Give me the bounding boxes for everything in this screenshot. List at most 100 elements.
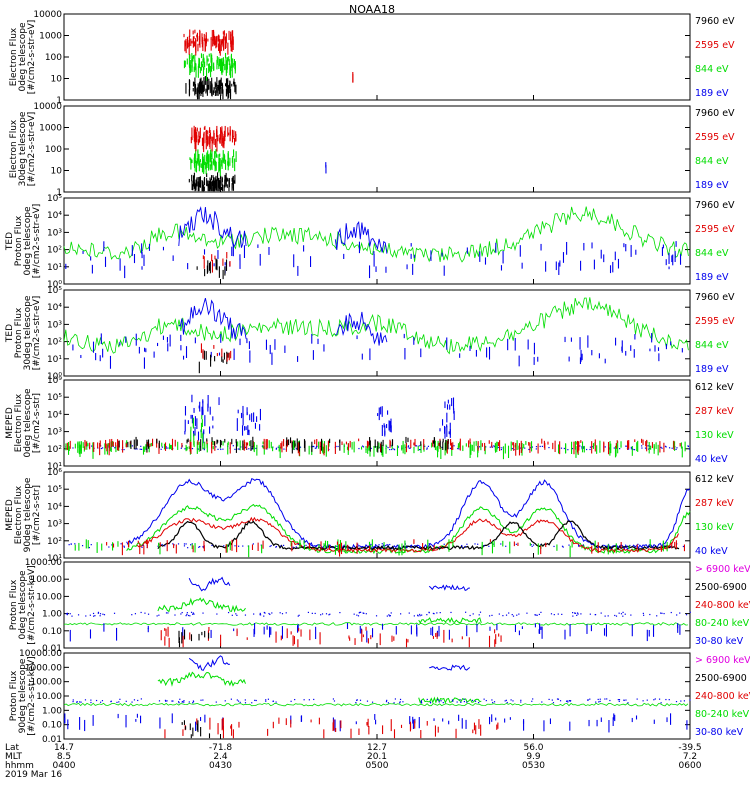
blue-point bbox=[389, 615, 391, 617]
blue-point bbox=[492, 701, 494, 704]
legend-entry: 189 eV bbox=[695, 88, 729, 99]
y-tick-label: 10⁰ bbox=[47, 372, 62, 382]
blue-point bbox=[571, 447, 574, 450]
green-trace bbox=[63, 206, 689, 263]
blue-point bbox=[356, 614, 358, 616]
panel-4: 10⁵ 10⁴ 10³ 10² 10¹ 10⁰ TED Proton Flux 30deg te… bbox=[5, 286, 735, 382]
legend-entry: 189 eV bbox=[695, 272, 729, 283]
blue-point bbox=[595, 701, 597, 703]
blue-point bbox=[550, 613, 553, 615]
blue-point bbox=[604, 698, 606, 700]
blue-point bbox=[676, 447, 678, 449]
y-axis-label: Electron Flux bbox=[14, 393, 24, 452]
blue-point bbox=[101, 700, 104, 702]
blue-point bbox=[485, 699, 487, 702]
footer-row-label: MLT bbox=[5, 752, 23, 762]
blue-point bbox=[586, 448, 588, 451]
blue-point bbox=[203, 449, 205, 451]
blue-point bbox=[277, 446, 279, 448]
blue-point bbox=[600, 612, 602, 614]
blue-point bbox=[202, 545, 204, 548]
blue-point bbox=[72, 447, 74, 449]
panel-frame bbox=[63, 105, 691, 193]
blue-point bbox=[72, 699, 74, 701]
y-tick-label: 1000.00 bbox=[25, 558, 62, 568]
blue-point bbox=[114, 447, 116, 449]
blue-point bbox=[316, 445, 318, 447]
blue-point bbox=[192, 702, 194, 704]
blue-point bbox=[519, 447, 521, 449]
blue-point bbox=[656, 615, 658, 617]
blue-point bbox=[81, 545, 84, 547]
blue-point bbox=[275, 546, 277, 548]
y-tick-label: 10⁵ bbox=[47, 194, 62, 204]
blue-point bbox=[134, 448, 136, 450]
y-tick-label: 0.10 bbox=[42, 721, 62, 731]
blue-point bbox=[275, 701, 277, 703]
blue-point bbox=[449, 447, 452, 449]
blue-point bbox=[407, 446, 409, 448]
blue-point bbox=[385, 701, 388, 703]
blue-point bbox=[238, 545, 240, 547]
y-tick-label: 10⁴ bbox=[47, 502, 62, 512]
blue-point bbox=[649, 445, 651, 447]
blue-point bbox=[417, 614, 419, 616]
blue-point bbox=[90, 699, 92, 701]
legend-entry: 287 keV bbox=[695, 406, 734, 417]
blue-point bbox=[652, 546, 654, 548]
blue-point bbox=[137, 699, 139, 702]
blue-point bbox=[463, 700, 465, 703]
blue-point bbox=[515, 543, 517, 545]
blue-point bbox=[649, 613, 651, 616]
blue-point bbox=[646, 699, 648, 701]
blue-point bbox=[263, 615, 265, 617]
blue-point bbox=[654, 698, 656, 700]
blue-point bbox=[244, 446, 246, 448]
y-tick-label: 10³ bbox=[47, 320, 62, 330]
y-axis-label: 30deg telescope bbox=[18, 111, 28, 186]
blue-point bbox=[460, 701, 462, 703]
blue-point bbox=[359, 699, 362, 701]
blue-point bbox=[315, 545, 317, 547]
blue-point bbox=[232, 445, 234, 447]
blue-point bbox=[131, 445, 134, 447]
blue-point bbox=[680, 700, 682, 702]
blue-point bbox=[488, 615, 491, 617]
blue-point bbox=[69, 613, 71, 615]
blue-point bbox=[561, 545, 564, 547]
blue-point bbox=[74, 543, 76, 545]
blue-point bbox=[123, 448, 125, 451]
blue-point bbox=[483, 698, 485, 700]
legend-entry: 189 eV bbox=[695, 180, 729, 191]
footer-row-label: hhmm bbox=[5, 761, 34, 771]
y-tick-label: 1.00 bbox=[42, 610, 62, 620]
blue-point bbox=[493, 445, 495, 447]
green-trace bbox=[418, 696, 482, 704]
y-axis-label: [#/cm2-s-str-eV] bbox=[27, 112, 37, 187]
blue-point bbox=[314, 447, 316, 449]
blue-point bbox=[581, 446, 583, 448]
panel-data bbox=[63, 576, 691, 648]
blue-point bbox=[415, 445, 417, 447]
blue-point bbox=[84, 699, 87, 701]
y-axis-label: Electron Flux bbox=[14, 485, 24, 544]
blue-point bbox=[356, 699, 358, 701]
y-axis-label: Proton Flux bbox=[9, 579, 19, 630]
blue-point bbox=[653, 699, 655, 701]
y-axis-label: [#/cm2-s-str-eV] bbox=[32, 296, 42, 371]
blue-point bbox=[95, 699, 98, 702]
blue-point bbox=[505, 545, 507, 547]
green-trace bbox=[63, 297, 689, 355]
blue-point bbox=[520, 701, 522, 703]
red-trace bbox=[136, 516, 679, 553]
panel-1: 10000 1000 100 10 1 Electron Flux 0deg telesco… bbox=[9, 10, 735, 106]
blue-point bbox=[478, 446, 481, 448]
footer-mlt: 2.4 bbox=[213, 752, 228, 762]
blue-point bbox=[371, 701, 374, 703]
blue-point bbox=[461, 544, 463, 547]
blue-point bbox=[599, 546, 601, 548]
blue-point bbox=[402, 701, 404, 703]
footer-hhmm: 0400 bbox=[53, 761, 76, 771]
y-tick-label: 10⁶ bbox=[47, 468, 62, 478]
blue-point bbox=[275, 545, 278, 548]
